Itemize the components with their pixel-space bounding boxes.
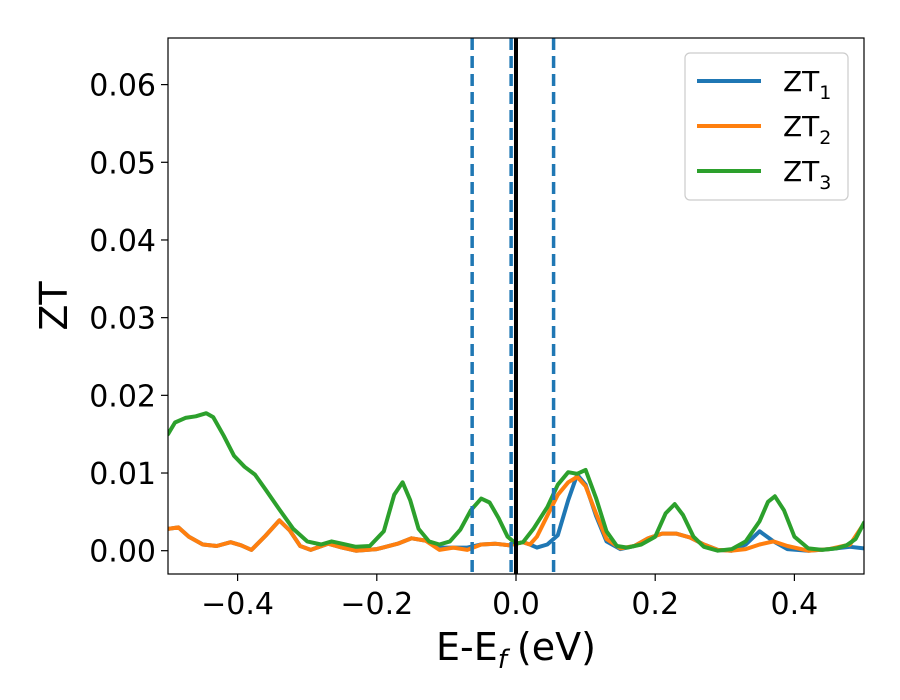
x-tick-label: −0.2 bbox=[340, 587, 413, 622]
y-axis-ticks: 0.00 0.01 0.02 0.03 0.04 0.05 0.06 bbox=[89, 69, 168, 570]
y-tick-label: 0.04 bbox=[89, 224, 156, 259]
x-axis-title: E-Ef (eV) bbox=[436, 625, 596, 675]
y-tick-label: 0.06 bbox=[89, 69, 156, 104]
x-axis-title-main: E-E bbox=[436, 625, 498, 669]
reference-lines bbox=[470, 38, 556, 574]
legend: ZT1 ZT2 ZT3 bbox=[684, 52, 849, 201]
x-tick-label: 0.4 bbox=[771, 587, 819, 622]
x-axis-title-sub: f bbox=[498, 645, 511, 675]
legend-box bbox=[684, 52, 849, 201]
y-tick-label: 0.03 bbox=[89, 302, 156, 337]
y-tick-label: 0.00 bbox=[89, 535, 156, 570]
x-axis-title-unit: (eV) bbox=[517, 625, 596, 669]
x-tick-label: −0.4 bbox=[201, 587, 274, 622]
y-axis-title: ZT bbox=[32, 281, 76, 331]
legend-label-zt1: ZT1 bbox=[783, 65, 831, 104]
x-tick-label: 0.2 bbox=[631, 587, 679, 622]
legend-label-zt3: ZT3 bbox=[783, 155, 831, 194]
series-line-zt3 bbox=[168, 411, 864, 553]
y-tick-label: 0.01 bbox=[89, 457, 156, 492]
x-axis-ticks: −0.4 −0.2 0.0 0.2 0.4 bbox=[201, 574, 818, 622]
series-lines bbox=[168, 411, 864, 553]
x-tick-label: 0.0 bbox=[492, 587, 540, 622]
legend-label-zt2: ZT2 bbox=[783, 110, 831, 149]
y-tick-label: 0.02 bbox=[89, 379, 156, 414]
y-tick-label: 0.05 bbox=[89, 146, 156, 181]
